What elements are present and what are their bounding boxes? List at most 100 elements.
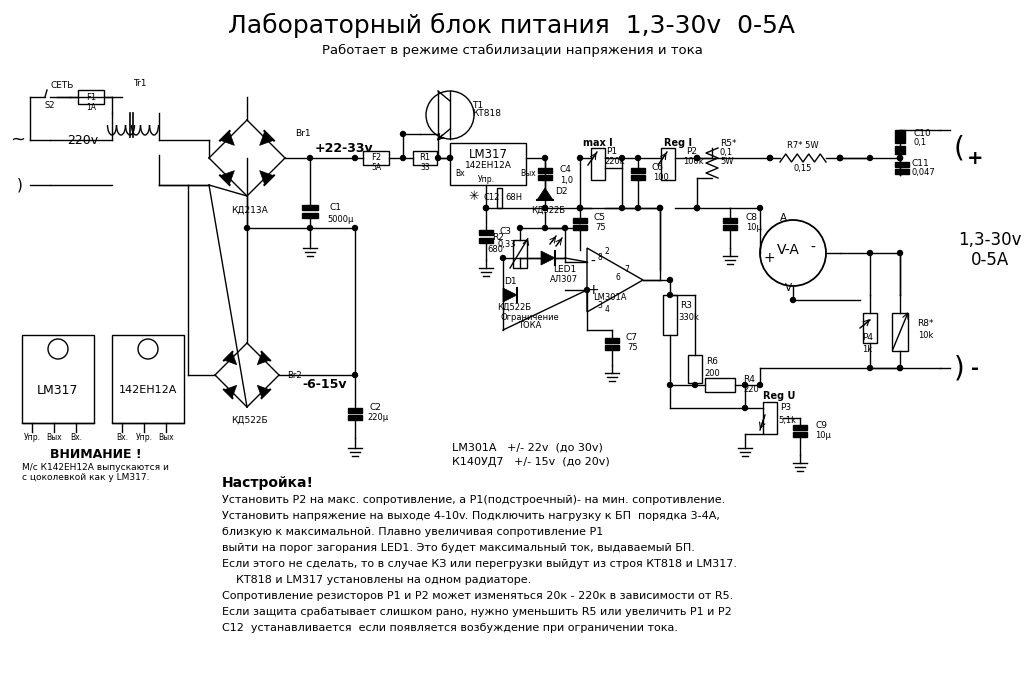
- Circle shape: [668, 382, 673, 388]
- Text: ): ): [17, 177, 23, 192]
- Text: P4: P4: [862, 333, 873, 343]
- Bar: [497, 188, 502, 208]
- Text: 0,33: 0,33: [498, 239, 517, 248]
- Text: Установить напряжение на выходе 4-10v. Подключить нагрузку к БП  порядка 3-4А,: Установить напряжение на выходе 4-10v. П…: [222, 511, 720, 521]
- Circle shape: [636, 205, 640, 211]
- Circle shape: [867, 156, 872, 160]
- Circle shape: [838, 156, 843, 160]
- Text: C12: C12: [484, 192, 501, 201]
- Text: Вх: Вх: [455, 169, 465, 178]
- Text: V-A: V-A: [776, 243, 800, 257]
- Text: 330k: 330k: [678, 313, 698, 322]
- Text: близкую к максимальной. Плавно увеличивая сопротивление Р1: близкую к максимальной. Плавно увеличива…: [222, 527, 603, 537]
- Polygon shape: [224, 352, 237, 364]
- Text: 4: 4: [604, 305, 609, 314]
- Text: 142ЕН12А: 142ЕН12А: [119, 385, 177, 395]
- Polygon shape: [541, 251, 555, 265]
- Text: S2: S2: [45, 101, 55, 109]
- Text: М/с К142ЕН12А выпускаются и: М/с К142ЕН12А выпускаются и: [22, 462, 169, 471]
- Text: R7* 5W: R7* 5W: [787, 141, 819, 150]
- Bar: [863, 313, 877, 343]
- Text: R4: R4: [743, 375, 755, 384]
- Text: +: +: [763, 251, 775, 265]
- Text: 1,0: 1,0: [560, 175, 573, 184]
- Circle shape: [758, 205, 763, 211]
- Text: P3: P3: [780, 403, 792, 413]
- Text: (: (: [953, 134, 965, 162]
- Text: +22-33v: +22-33v: [315, 141, 374, 154]
- Text: Работает в режиме стабилизации напряжения и тока: Работает в режиме стабилизации напряжени…: [322, 44, 702, 56]
- Text: R5*: R5*: [720, 139, 736, 148]
- Text: Если защита срабатывает слишком рано, нужно уменьшить R5 или увеличить Р1 и Р2: Если защита срабатывает слишком рано, ну…: [222, 607, 732, 617]
- Text: КД522Б: КД522Б: [497, 303, 531, 311]
- Circle shape: [694, 156, 699, 160]
- Text: СЕТЬ: СЕТЬ: [50, 80, 74, 90]
- Text: -6-15v: -6-15v: [302, 379, 346, 392]
- Text: 8: 8: [598, 254, 602, 262]
- Text: F2: F2: [371, 154, 381, 163]
- Text: LM317: LM317: [469, 148, 508, 162]
- Text: C10: C10: [914, 129, 932, 137]
- Circle shape: [483, 205, 488, 211]
- Text: LED1: LED1: [553, 265, 577, 275]
- Text: 0,15: 0,15: [794, 163, 812, 173]
- Bar: [895, 169, 909, 174]
- Text: Reg I: Reg I: [664, 138, 692, 148]
- Circle shape: [578, 156, 583, 160]
- Circle shape: [447, 156, 453, 160]
- Bar: [895, 146, 905, 154]
- Polygon shape: [224, 386, 237, 398]
- Bar: [362, 151, 389, 165]
- Text: 100: 100: [653, 173, 669, 182]
- Text: 10k: 10k: [918, 330, 933, 339]
- Circle shape: [562, 226, 567, 231]
- Text: Установить Р2 на макс. сопротивление, а Р1(подстроечный)- на мин. сопротивление.: Установить Р2 на макс. сопротивление, а …: [222, 495, 725, 505]
- Circle shape: [578, 205, 583, 211]
- Text: C7: C7: [626, 333, 638, 343]
- Text: Вх.: Вх.: [70, 434, 82, 443]
- Bar: [348, 408, 362, 413]
- Circle shape: [636, 156, 640, 160]
- Circle shape: [620, 156, 625, 160]
- Text: 68H: 68H: [505, 194, 522, 203]
- Text: -: -: [591, 255, 595, 269]
- Circle shape: [578, 205, 583, 211]
- Text: ~: ~: [10, 131, 26, 149]
- Text: C4: C4: [560, 165, 571, 175]
- Text: Вых: Вых: [520, 169, 536, 178]
- Text: 0-5A: 0-5A: [971, 251, 1009, 269]
- Text: 1k: 1k: [862, 345, 872, 354]
- Bar: [705, 378, 735, 392]
- Circle shape: [352, 226, 357, 231]
- Text: D1: D1: [504, 277, 517, 286]
- Circle shape: [620, 205, 625, 211]
- Circle shape: [307, 226, 312, 231]
- Circle shape: [867, 250, 872, 256]
- Polygon shape: [260, 171, 273, 185]
- Text: 100k: 100k: [683, 158, 703, 167]
- Text: Упр.: Упр.: [24, 434, 41, 443]
- Text: 200: 200: [705, 369, 720, 377]
- Circle shape: [742, 405, 748, 411]
- Text: R2: R2: [493, 233, 504, 243]
- Text: Br2: Br2: [287, 371, 302, 379]
- Circle shape: [435, 156, 440, 160]
- Text: КД213А: КД213А: [230, 205, 267, 214]
- Text: A: A: [779, 213, 786, 223]
- Text: 220k: 220k: [604, 158, 625, 167]
- Text: ВНИМАНИЕ !: ВНИМАНИЕ !: [50, 449, 141, 462]
- Bar: [302, 213, 318, 218]
- Text: 6: 6: [615, 273, 620, 282]
- Bar: [413, 151, 437, 165]
- Text: 75: 75: [595, 224, 605, 233]
- Text: Если этого не сделать, то в случае КЗ или перегрузки выйдут из строя КТ818 и LM3: Если этого не сделать, то в случае КЗ ил…: [222, 559, 737, 569]
- Text: ✳: ✳: [469, 190, 479, 203]
- Bar: [892, 313, 908, 351]
- Text: ТОКА: ТОКА: [518, 322, 542, 330]
- Bar: [793, 432, 807, 437]
- Circle shape: [768, 156, 772, 160]
- Circle shape: [694, 156, 699, 160]
- Circle shape: [897, 156, 902, 160]
- Bar: [763, 402, 777, 434]
- Bar: [302, 205, 318, 210]
